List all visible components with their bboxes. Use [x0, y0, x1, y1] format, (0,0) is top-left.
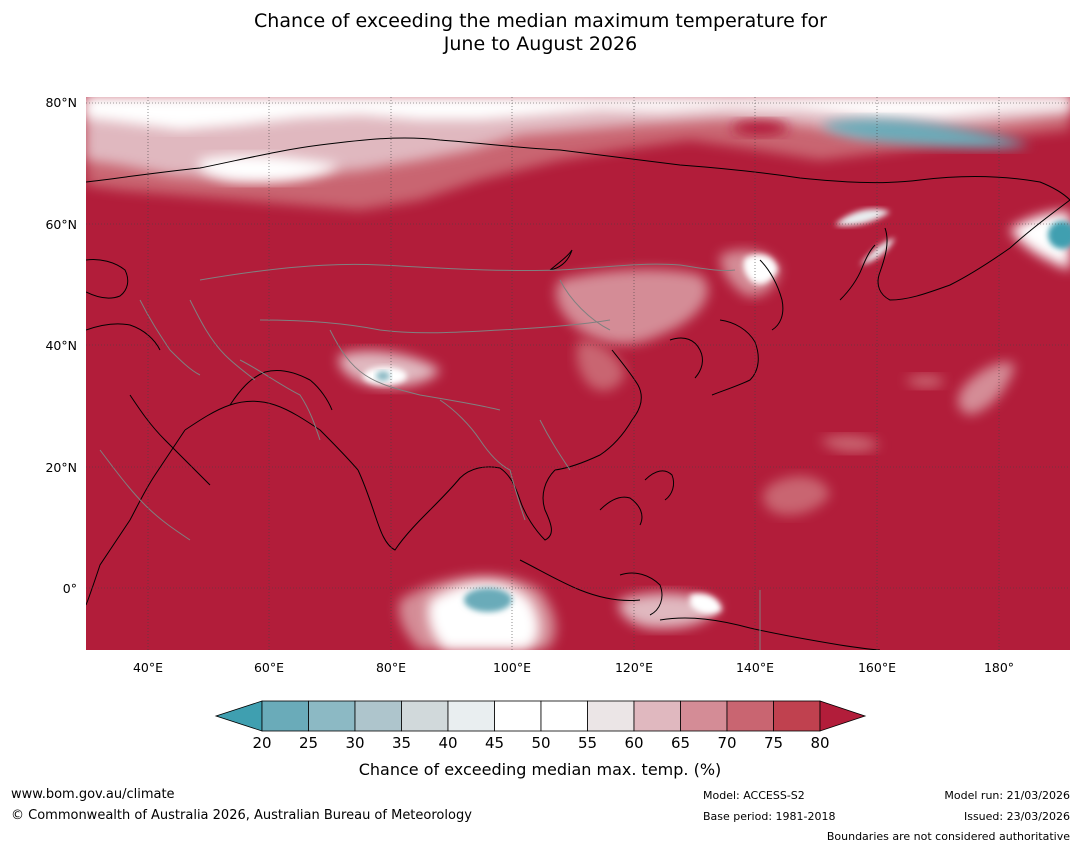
boundary-disclaimer: Boundaries are not considered authoritat…	[826, 830, 1070, 843]
colorbar-segment	[587, 700, 635, 732]
lon-label-100e: 100°E	[493, 660, 531, 675]
title-line-1: Chance of exceeding the median maximum t…	[254, 10, 827, 32]
colorbar-tick-label: 40	[438, 734, 457, 752]
title-line-2: June to August 2026	[443, 33, 638, 55]
lon-label-140e: 140°E	[736, 660, 774, 675]
colorbar-segment	[540, 700, 588, 732]
colorbar-title: Chance of exceeding median max. temp. (%…	[359, 760, 722, 779]
colorbar-tick-label: 80	[810, 734, 829, 752]
website-link[interactable]: www.bom.gov.au/climate	[11, 787, 175, 802]
model-run: Model run: 21/03/2026	[944, 789, 1070, 802]
colorbar-high-extend	[819, 700, 867, 732]
colorbar-segment	[261, 700, 309, 732]
colorbar-tick-label: 70	[717, 734, 736, 752]
coastlines	[86, 137, 1070, 650]
colorbar-segment	[773, 700, 821, 732]
base-period: Base period: 1981-2018	[703, 810, 836, 823]
lon-label-160e: 160°E	[858, 660, 896, 675]
lat-label-0: 0°	[63, 581, 77, 596]
map-title: Chance of exceeding the median maximum t…	[0, 10, 1081, 56]
colorbar-tick-label: 75	[764, 734, 783, 752]
borders	[99, 263, 761, 650]
colorbar-segment	[401, 700, 449, 732]
lat-label-40n: 40°N	[45, 338, 77, 353]
colorbar-tick-label: 25	[299, 734, 318, 752]
lat-label-60n: 60°N	[45, 217, 77, 232]
lat-label-80n: 80°N	[45, 95, 77, 110]
colorbar-segment	[447, 700, 495, 732]
colorbar-ticks: 20 25 30 35 40 45 50 55 60 65 70 75 80	[252, 734, 829, 752]
colorbar-tick-label: 60	[624, 734, 643, 752]
issued-date: Issued: 23/03/2026	[963, 810, 1070, 823]
longitude-labels: 40°E 60°E 80°E 100°E 120°E 140°E 160°E 1…	[133, 660, 1014, 675]
model-name: Model: ACCESS-S2	[703, 789, 805, 802]
lon-label-80e: 80°E	[376, 660, 406, 675]
lon-label-40e: 40°E	[133, 660, 163, 675]
probability-field	[86, 97, 1070, 650]
colorbar-tick-label: 45	[485, 734, 504, 752]
colorbar-segment	[726, 700, 774, 732]
colorbar-tick-label: 65	[671, 734, 690, 752]
map-panel	[86, 97, 1070, 650]
colorbar-tick-label: 50	[531, 734, 550, 752]
gridlines	[86, 97, 1070, 650]
lat-label-20n: 20°N	[45, 460, 77, 475]
latitude-labels: 80°N 60°N 40°N 20°N 0°	[45, 95, 77, 596]
lon-label-60e: 60°E	[254, 660, 284, 675]
colorbar-segments	[261, 700, 821, 732]
colorbar-segment	[308, 700, 356, 732]
colorbar-segment	[680, 700, 728, 732]
lon-label-120e: 120°E	[615, 660, 653, 675]
colorbar-segment	[354, 700, 402, 732]
colorbar-low-extend	[214, 700, 263, 732]
copyright-text: © Commonwealth of Australia 2026, Austra…	[11, 808, 472, 823]
colorbar-tick-label: 30	[345, 734, 364, 752]
colorbar-tick-label: 55	[578, 734, 597, 752]
colorbar: 20 25 30 35 40 45 50 55 60 65 70 75 80 Chance of exc…	[214, 700, 867, 779]
lon-label-180: 180°	[984, 660, 1014, 675]
colorbar-segment	[494, 700, 542, 732]
colorbar-segment	[633, 700, 681, 732]
colorbar-tick-label: 35	[392, 734, 411, 752]
colorbar-tick-label: 20	[252, 734, 271, 752]
